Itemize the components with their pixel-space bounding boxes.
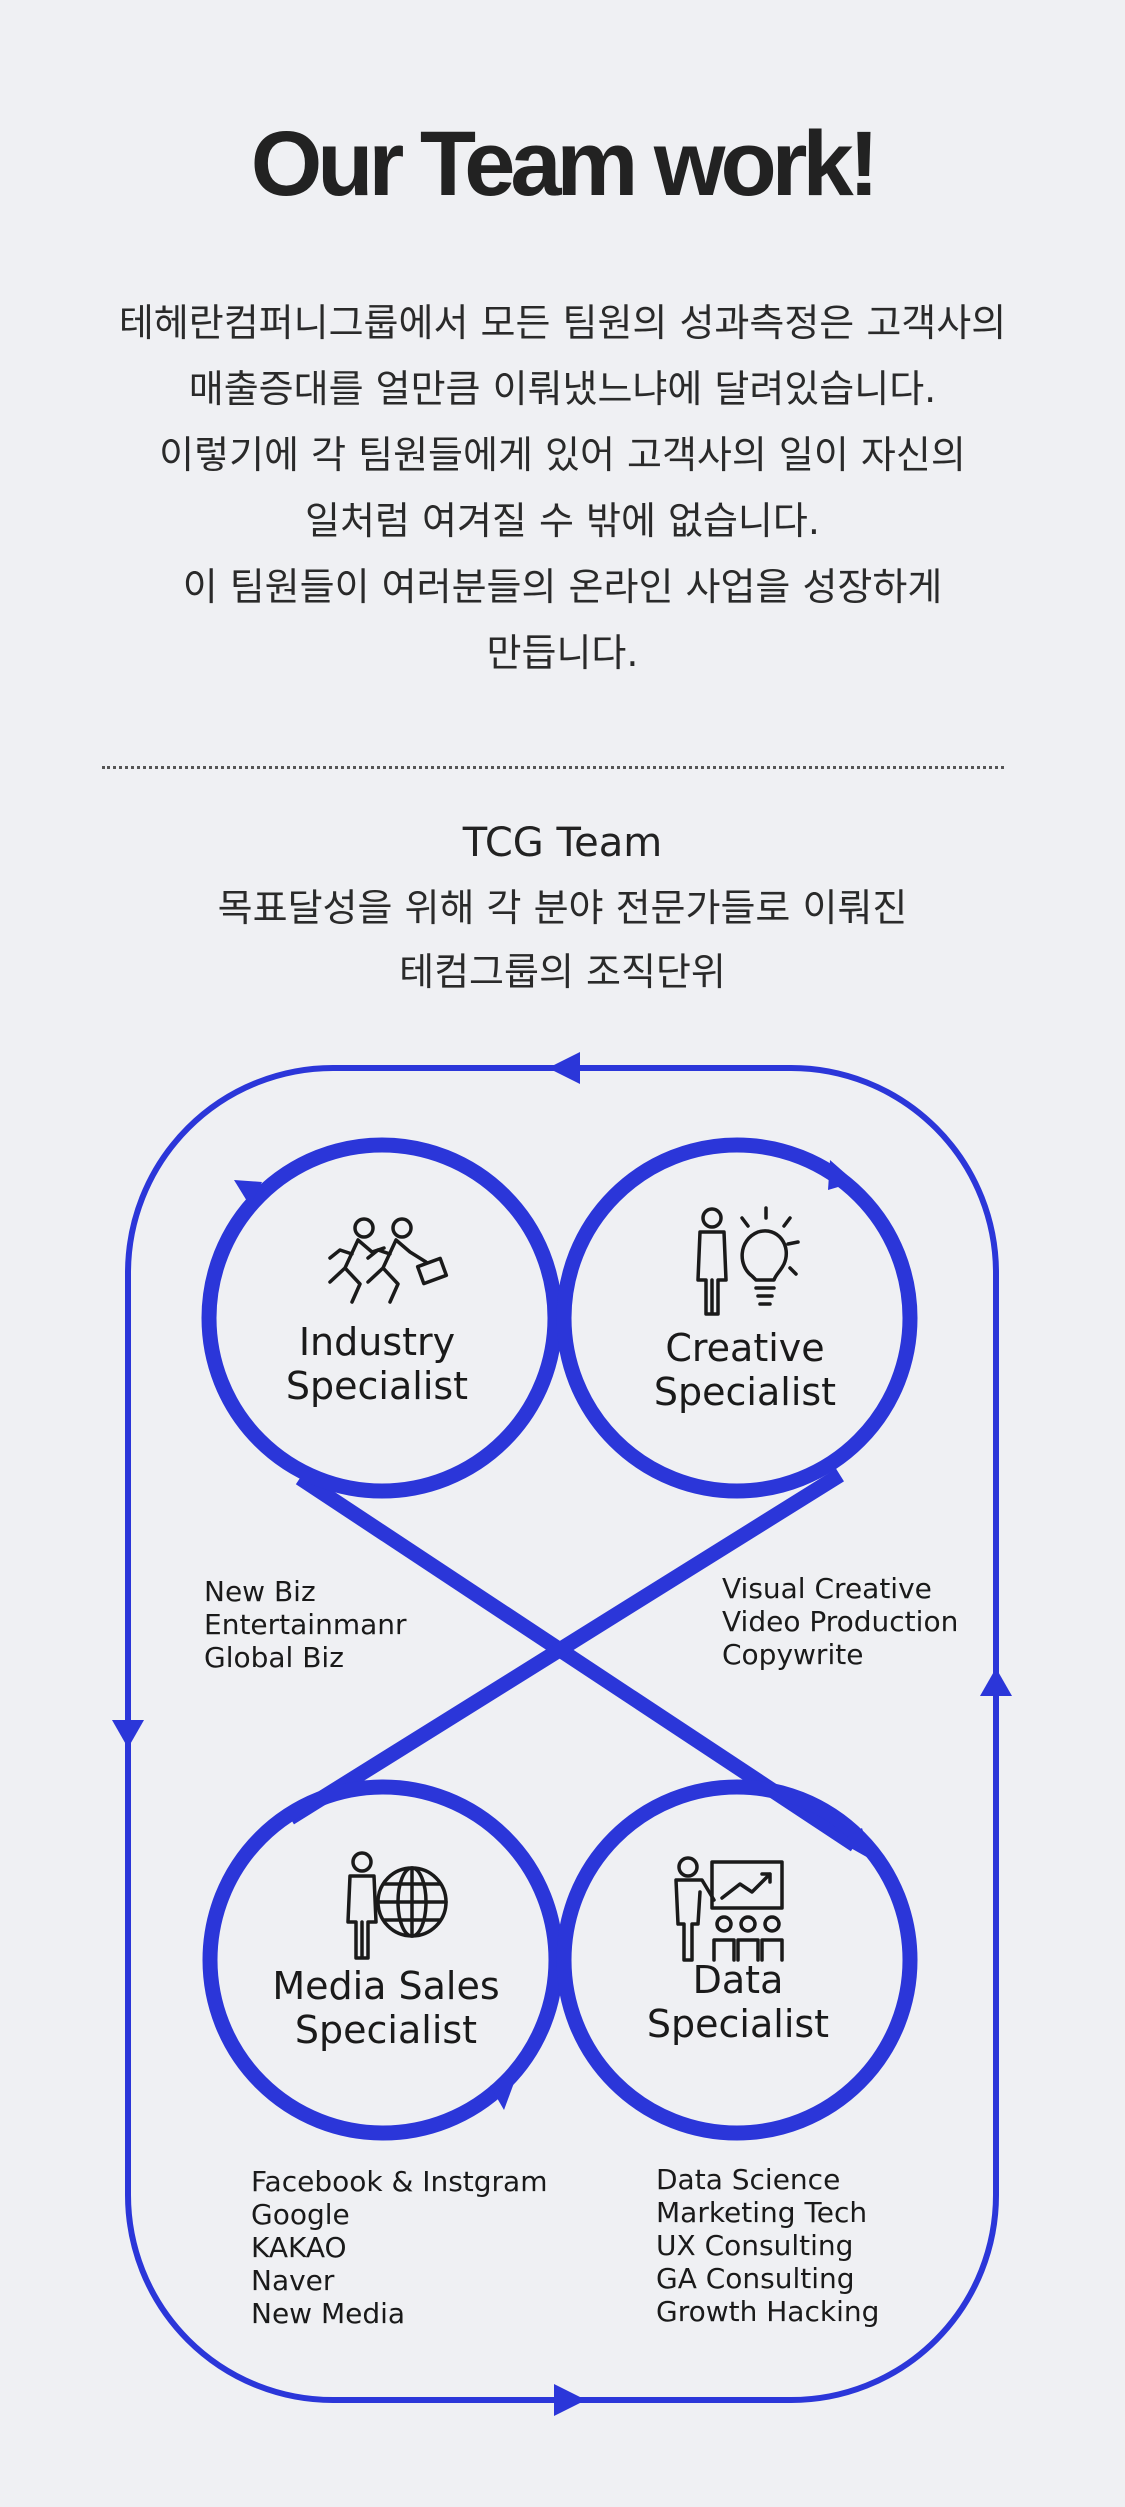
node-label-line: Media Sales [272, 1964, 500, 2008]
list-item: Video Production [722, 1605, 959, 1638]
arrow-data-icon [840, 1828, 872, 1860]
presentation-chart-icon [674, 1856, 784, 1962]
node-label-line: Data [692, 1958, 784, 2002]
list-item: Naver [251, 2264, 335, 2297]
arrow-media-icon [490, 2072, 518, 2110]
circle-industry [201, 1137, 563, 1499]
node-label-line: Specialist [653, 1370, 837, 1414]
cross-line-up [286, 1468, 844, 1825]
list-item: Marketing Tech [656, 2196, 868, 2229]
intro-line: 매출증대를 얼만큼 이뤄냈느냐에 달려있습니다. [188, 367, 937, 411]
list-item: Data Science [656, 2163, 841, 2196]
list-item: UX Consulting [656, 2229, 854, 2262]
page-title: Our Team work! [250, 113, 880, 215]
list-item: Google [251, 2198, 350, 2231]
node-label-line: Creative [665, 1326, 825, 1370]
list-item: New Media [251, 2297, 406, 2330]
creative-specialist-label: Creative Specialist [654, 1326, 836, 1414]
intro-line: 일처럼 여겨질 수 밖에 없습니다. [305, 499, 820, 543]
arrow-top-left-icon [548, 1052, 580, 1084]
list-item: GA Consulting [656, 2262, 855, 2295]
team-title: TCG Team [462, 820, 663, 866]
circle-creative [556, 1137, 918, 1499]
data-specialist-label: Data Specialist [647, 1958, 829, 2046]
intro-line: 만듭니다. [486, 631, 639, 675]
node-label-line: Industry [298, 1320, 456, 1364]
person-lightbulb-icon [696, 1206, 800, 1316]
list-item: Global Biz [204, 1641, 344, 1674]
industry-specialist-label: Industry Specialist [286, 1320, 468, 1408]
media-items-list: Facebook & Instgram Google KAKAO Naver N… [251, 2165, 548, 2330]
running-businessmen-icon [328, 1217, 449, 1304]
list-item: KAKAO [251, 2231, 347, 2264]
data-items-list: Data Science Marketing Tech UX Consultin… [656, 2163, 879, 2328]
arrow-industry-icon [234, 1180, 262, 1206]
intro-line: 테헤란컴퍼니그룹에서 모든 팀원의 성과측정은 고객사의 [118, 301, 1007, 345]
list-item: New Biz [204, 1575, 316, 1608]
dotted-divider [102, 766, 1004, 769]
intro-line: 이 팀원들이 여러분들의 온라인 사업을 성장하게 [182, 565, 943, 609]
team-subtitle-line: 목표달성을 위해 각 분야 전문가들로 이뤄진 [217, 886, 908, 930]
circle-data [556, 1779, 918, 2141]
team-subtitle: 목표달성을 위해 각 분야 전문가들로 이뤄진 테컴그룹의 조직단위 [0, 876, 1125, 1004]
creative-items-list: Visual Creative Video Production Copywri… [722, 1572, 958, 1671]
circle-media [202, 1779, 564, 2141]
team-subtitle-line: 테컴그룹의 조직단위 [399, 950, 726, 994]
industry-items-list: New Biz Entertainmanr Global Biz [204, 1575, 407, 1674]
intro-paragraph: 테헤란컴퍼니그룹에서 모든 팀원의 성과측정은 고객사의 매출증대를 얼만큼 이… [60, 290, 1065, 686]
list-item: Copywrite [722, 1638, 864, 1671]
arrow-left-down-icon [112, 1720, 144, 1748]
list-item: Entertainmanr [204, 1608, 407, 1641]
media-sales-specialist-label: Media Sales Specialist [272, 1964, 499, 2052]
arrow-creative-icon [828, 1160, 855, 1190]
arrow-bottom-right-icon [554, 2384, 586, 2416]
person-globe-icon [346, 1851, 448, 1960]
list-item: Visual Creative [722, 1572, 932, 1605]
list-item: Growth Hacking [656, 2295, 880, 2328]
list-item: Facebook & Instgram [251, 2165, 548, 2198]
node-label-line: Specialist [646, 2002, 830, 2046]
node-label-line: Specialist [285, 1364, 469, 1408]
arrow-right-up-icon [980, 1668, 1012, 1696]
intro-line: 이렇기에 각 팀원들에게 있어 고객사의 일이 자신의 [159, 433, 966, 477]
node-label-line: Specialist [294, 2008, 478, 2052]
